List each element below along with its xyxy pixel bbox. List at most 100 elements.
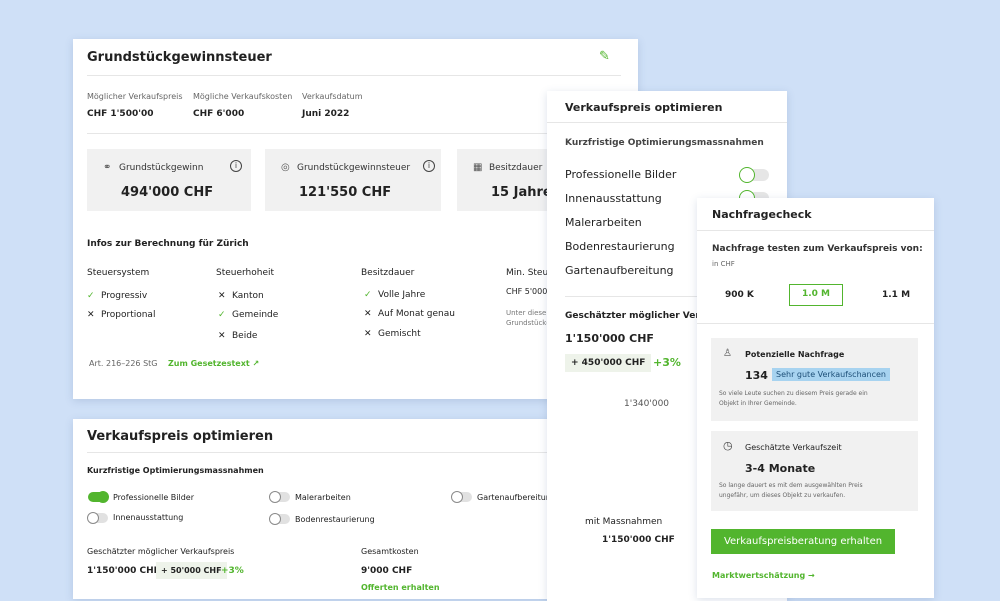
stat-box-duration: ▦ Besitzdauer 15 Jahre bbox=[457, 149, 557, 211]
measure-label: Bodenrestaurierung bbox=[565, 240, 675, 253]
stat-box-tax: ◎ Grundstückgewinnsteuer i 121'550 CHF bbox=[265, 149, 441, 211]
toggle-label: Bodenrestaurierung bbox=[295, 515, 375, 524]
field-value: Juni 2022 bbox=[302, 109, 350, 119]
arrow-right-icon: → bbox=[808, 571, 815, 580]
cross-icon: ✕ bbox=[218, 331, 226, 341]
toggle-label: Innenausstattung bbox=[113, 513, 184, 522]
with-measures-label: mit Massnahmen bbox=[585, 517, 663, 527]
market-value-link[interactable]: Marktwertschätzung → bbox=[712, 571, 815, 580]
cross-icon: ✕ bbox=[364, 329, 372, 339]
option-text: Gemeinde bbox=[232, 310, 279, 320]
toggle-bodenrestaurierung[interactable] bbox=[269, 513, 290, 525]
field-label: Möglicher Verkaufspreis bbox=[87, 92, 183, 101]
option-text: Kanton bbox=[232, 291, 264, 301]
option-text: Auf Monat genau bbox=[378, 309, 455, 319]
price-option-1m-selected[interactable]: 1.0 M bbox=[789, 284, 843, 306]
delta-badge: + 50'000 CHF bbox=[156, 562, 227, 579]
option-text: Beide bbox=[232, 331, 258, 341]
field-label: Mögliche Verkaufskosten bbox=[193, 92, 293, 101]
toggle-malerarbeiten[interactable] bbox=[269, 491, 290, 503]
with-measures-value: 1'150'000 CHF bbox=[602, 535, 675, 545]
stat-box-gain: ⚭ Grundstückgewinn i 494'000 CHF bbox=[87, 149, 251, 211]
arrow-up-right-icon: ↗ bbox=[252, 359, 260, 368]
price-option-1-1m[interactable]: 1.1 M bbox=[882, 290, 911, 300]
chart-top-value: 1'340'000 bbox=[624, 399, 670, 409]
field-value: CHF 6'000 bbox=[193, 109, 245, 119]
min-tax-note: Unter dieser bbox=[506, 309, 550, 317]
stat-value: 15 Jahre bbox=[491, 185, 552, 200]
stat-value: 121'550 CHF bbox=[299, 185, 392, 200]
stat-label: Besitzdauer bbox=[489, 163, 543, 173]
sale-time-box: ◷ Geschätzte Verkaufszeit 3-4 Monate So … bbox=[711, 431, 918, 511]
optimize-title: Verkaufspreis optimieren bbox=[87, 429, 274, 444]
check-icon: ✓ bbox=[218, 310, 226, 320]
price-option-900k[interactable]: 900 K bbox=[725, 290, 754, 300]
clock-icon: ◷ bbox=[723, 439, 733, 452]
toggle-professionelle-bilder[interactable] bbox=[88, 491, 109, 503]
demand-badge: Sehr gute Verkaufschancen bbox=[772, 368, 890, 381]
tax-card: Grundstückgewinnsteuer ✎ Möglicher Verka… bbox=[73, 39, 638, 399]
infos-title: Infos zur Berechnung für Zürich bbox=[87, 239, 249, 249]
coins-icon: ⚭ bbox=[103, 162, 112, 173]
optimize-subtitle: Kurzfristige Optimierungsmassnahmen bbox=[565, 138, 764, 148]
measure-label: Gartenaufbereitung bbox=[565, 264, 674, 277]
estimate-value: 1'150'000 CHF bbox=[565, 332, 654, 345]
person-icon: ♙ bbox=[723, 348, 732, 359]
time-note: ungefähr, um dieses Objekt zu verkaufen. bbox=[719, 492, 846, 499]
estimate-label: Geschätzter möglicher Verk bbox=[565, 311, 706, 321]
demand-note: Objekt in Ihrer Gemeinde. bbox=[719, 400, 797, 407]
stat-label: Grundstückgewinn bbox=[119, 163, 204, 173]
optimize-subtitle: Kurzfristige Optimierungsmassnahmen bbox=[87, 466, 264, 475]
field-label: Verkaufsdatum bbox=[302, 92, 363, 101]
time-label: Geschätzte Verkaufszeit bbox=[745, 443, 842, 452]
law-reference: Art. 216–226 StG bbox=[89, 359, 158, 368]
option-text: Volle Jahre bbox=[378, 290, 426, 300]
toggle-label: Malerarbeiten bbox=[295, 493, 351, 502]
cross-icon: ✕ bbox=[87, 310, 95, 320]
time-value: 3-4 Monate bbox=[745, 462, 816, 475]
estimate-label: Geschätzter möglicher Verkaufspreis bbox=[87, 547, 235, 556]
column-header: Steuersystem bbox=[87, 268, 150, 278]
measure-label: Innenausstattung bbox=[565, 192, 662, 205]
law-link[interactable]: Zum Gesetzestext ↗ bbox=[168, 359, 260, 368]
toggle-professionelle-bilder[interactable] bbox=[739, 167, 769, 183]
field-value: CHF 1'500'00 bbox=[87, 109, 154, 119]
cross-icon: ✕ bbox=[364, 309, 372, 319]
demand-note: So viele Leute suchen zu diesem Preis ge… bbox=[719, 390, 868, 397]
toggle-gartenaufbereitung[interactable] bbox=[451, 491, 472, 503]
min-tax-value: CHF 5'000 bbox=[506, 287, 548, 296]
demand-question: Nachfrage testen zum Verkaufspreis von: bbox=[712, 244, 923, 254]
column-header: Besitzdauer bbox=[361, 268, 415, 278]
coins-icon: ◎ bbox=[281, 162, 290, 173]
cross-icon: ✕ bbox=[218, 291, 226, 301]
time-note: So lange dauert es mit dem ausgewählten … bbox=[719, 482, 863, 489]
info-icon[interactable]: i bbox=[423, 160, 435, 172]
cost-value: 9'000 CHF bbox=[361, 566, 413, 576]
toggle-innenausstattung[interactable] bbox=[87, 512, 108, 524]
optimize-title: Verkaufspreis optimieren bbox=[565, 101, 723, 114]
demand-check-card: Nachfragecheck Nachfrage testen zum Verk… bbox=[697, 198, 934, 598]
option-text: Proportional bbox=[101, 310, 156, 320]
edit-pencil-icon[interactable]: ✎ bbox=[599, 49, 610, 64]
consultation-button[interactable]: Verkaufspreisberatung erhalten bbox=[711, 529, 895, 554]
offers-link[interactable]: Offerten erhalten bbox=[361, 583, 440, 592]
check-icon: ✓ bbox=[87, 291, 95, 301]
percent-label: +3% bbox=[653, 356, 681, 369]
toggle-label: Professionelle Bilder bbox=[113, 493, 195, 502]
demand-value: 134 bbox=[745, 369, 768, 382]
demand-title: Nachfragecheck bbox=[712, 208, 812, 221]
min-tax-note: Grundstückg bbox=[506, 319, 551, 327]
column-header: Steuerhoheit bbox=[216, 268, 275, 278]
info-icon[interactable]: i bbox=[230, 160, 242, 172]
estimate-value: 1'150'000 CHF bbox=[87, 566, 160, 576]
demand-label: Potenzielle Nachfrage bbox=[745, 350, 845, 359]
measure-label: Malerarbeiten bbox=[565, 216, 642, 229]
unit-label: in CHF bbox=[712, 260, 735, 268]
toggle-label: Gartenaufbereitung bbox=[477, 493, 556, 502]
tax-card-title: Grundstückgewinnsteuer bbox=[87, 50, 272, 65]
stat-label: Grundstückgewinnsteuer bbox=[297, 163, 411, 173]
cost-label: Gesamtkosten bbox=[361, 547, 419, 556]
check-icon: ✓ bbox=[364, 290, 372, 300]
option-text: Progressiv bbox=[101, 291, 148, 301]
measure-label: Professionelle Bilder bbox=[565, 168, 677, 181]
